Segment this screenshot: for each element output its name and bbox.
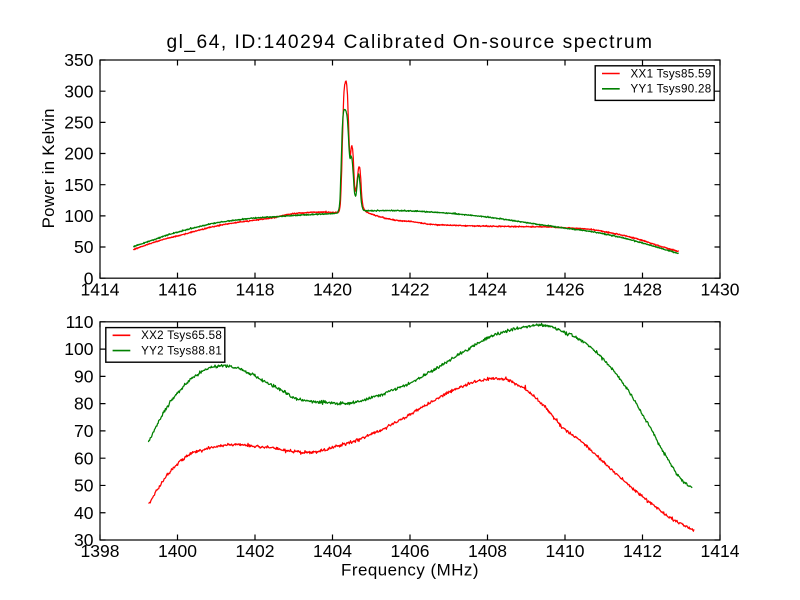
svg-text:1414: 1414 bbox=[701, 541, 740, 561]
svg-text:1424: 1424 bbox=[468, 279, 507, 299]
svg-text:1402: 1402 bbox=[236, 541, 275, 561]
svg-text:60: 60 bbox=[74, 448, 94, 468]
svg-text:300: 300 bbox=[64, 81, 93, 101]
svg-text:1422: 1422 bbox=[391, 279, 430, 299]
svg-text:1406: 1406 bbox=[391, 541, 430, 561]
svg-text:90: 90 bbox=[74, 367, 94, 387]
svg-text:100: 100 bbox=[64, 339, 93, 359]
svg-text:50: 50 bbox=[74, 476, 94, 496]
svg-text:1404: 1404 bbox=[313, 541, 352, 561]
svg-text:70: 70 bbox=[74, 421, 94, 441]
svg-text:250: 250 bbox=[64, 112, 93, 132]
svg-text:80: 80 bbox=[74, 394, 94, 414]
svg-text:200: 200 bbox=[64, 144, 93, 164]
svg-text:100: 100 bbox=[64, 206, 93, 226]
svg-text:1420: 1420 bbox=[313, 279, 352, 299]
svg-text:gl_64, ID:140294 Calibrated On: gl_64, ID:140294 Calibrated On-source sp… bbox=[166, 32, 653, 53]
svg-text:110: 110 bbox=[66, 312, 94, 332]
svg-text:30: 30 bbox=[74, 530, 94, 550]
svg-text:YY1 Tsys90.28: YY1 Tsys90.28 bbox=[631, 83, 712, 96]
svg-text:1426: 1426 bbox=[546, 279, 585, 299]
svg-text:1400: 1400 bbox=[158, 541, 197, 561]
svg-text:0: 0 bbox=[84, 268, 94, 288]
svg-text:40: 40 bbox=[74, 503, 94, 523]
svg-text:1412: 1412 bbox=[623, 541, 662, 561]
svg-text:Power in Kelvin: Power in Kelvin bbox=[39, 108, 58, 228]
svg-text:Frequency (MHz): Frequency (MHz) bbox=[341, 561, 479, 580]
svg-text:YY2 Tsys88.81: YY2 Tsys88.81 bbox=[141, 345, 222, 358]
svg-text:1408: 1408 bbox=[468, 541, 507, 561]
svg-text:1398: 1398 bbox=[81, 541, 120, 561]
svg-text:XX2 Tsys65.58: XX2 Tsys65.58 bbox=[141, 329, 222, 342]
svg-text:350: 350 bbox=[64, 50, 93, 70]
svg-text:1414: 1414 bbox=[81, 279, 120, 299]
svg-text:150: 150 bbox=[64, 175, 93, 195]
svg-text:50: 50 bbox=[74, 237, 94, 257]
svg-text:1428: 1428 bbox=[623, 279, 662, 299]
svg-text:1430: 1430 bbox=[701, 279, 740, 299]
svg-text:1418: 1418 bbox=[236, 279, 275, 299]
svg-text:1416: 1416 bbox=[158, 279, 197, 299]
svg-text:1410: 1410 bbox=[546, 541, 585, 561]
svg-text:XX1 Tsys85.59: XX1 Tsys85.59 bbox=[631, 67, 712, 80]
